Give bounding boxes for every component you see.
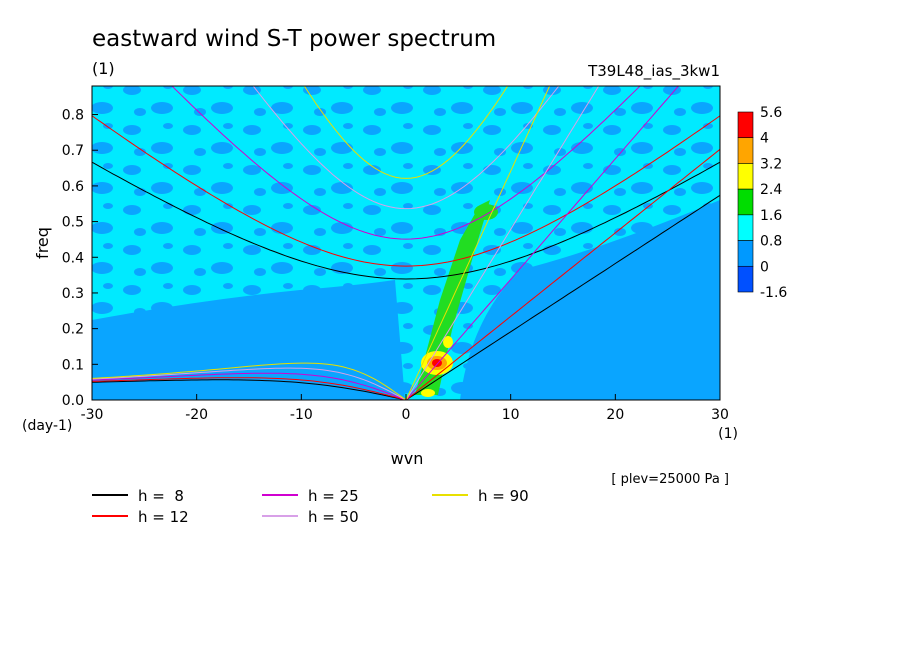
chart-title: eastward wind S-T power spectrum: [92, 26, 496, 52]
kelvin-wave-curve: [405, 194, 720, 400]
x-axis: -30 -20 -10 0 10 20 30: [81, 394, 729, 423]
kelvin-wave-curve: [405, 86, 600, 400]
colorbar-label: 1.6: [760, 208, 782, 224]
legend-label: h = 8: [138, 487, 184, 505]
y-tick-label: 0.8: [62, 108, 84, 124]
x-tick-label: 10: [502, 407, 520, 423]
y-axis-label: freq: [33, 227, 52, 259]
x-tick-label: -30: [81, 407, 104, 423]
y-tick-label: 0.3: [62, 286, 84, 302]
kelvin-wave-curve: [405, 86, 680, 400]
colorbar-swatch: [737, 265, 754, 293]
rossby-wave-curve: [92, 362, 407, 400]
inertia-gravity-curve: [171, 86, 641, 240]
legend: h = 8 h = 12 h = 25 h = 50 h = 90: [92, 487, 529, 526]
kelvin-wave-curve: [405, 86, 551, 400]
rossby-wave-curve: [92, 367, 407, 400]
legend-label: h = 90: [478, 487, 529, 505]
x-axis-label: wvn: [391, 449, 424, 468]
y-unit-label: (day-1): [22, 418, 72, 434]
colorbar-label: 0: [760, 259, 769, 275]
secondary-peak: [443, 336, 453, 348]
colorbar: 5.6 4 3.2 2.4 1.6 0.8 0 -1.6: [737, 105, 787, 301]
inertia-gravity-curve: [252, 86, 560, 210]
colorbar-label: 4: [760, 131, 769, 147]
rossby-wave-curve: [92, 372, 407, 400]
ridge-patch-upper: [474, 204, 498, 220]
chart-subtitle: (1): [92, 59, 115, 78]
level-note: [ plev=25000 Pa ]: [611, 472, 729, 487]
colorbar-swatch: [737, 137, 754, 164]
kelvin-wave-curve: [405, 148, 720, 400]
x-unit-label: (1): [718, 426, 738, 442]
rossby-wave-curve: [92, 377, 407, 400]
y-tick-label: 0.2: [62, 322, 84, 338]
dispersion-curves: [92, 86, 720, 400]
colorbar-swatch: [737, 188, 754, 216]
y-tick-label: 0.4: [62, 250, 84, 266]
legend-label: h = 12: [138, 508, 189, 526]
colorbar-label: -1.6: [760, 285, 787, 301]
y-tick-label: 0.6: [62, 179, 84, 195]
colorbar-swatch: [737, 163, 754, 190]
colorbar-swatch: [737, 214, 754, 241]
colorbar-swatch: [737, 240, 754, 267]
spectrum-field: [92, 86, 720, 400]
y-axis: 0.0 0.1 0.2 0.3 0.4 0.5 0.6 0.7 0.8: [62, 108, 98, 409]
x-tick-label: 20: [606, 407, 624, 423]
legend-label: h = 50: [308, 508, 359, 526]
legend-label: h = 25: [308, 487, 359, 505]
colorbar-label: 0.8: [760, 234, 782, 250]
x-tick-label: 30: [711, 407, 729, 423]
colorbar-label: 2.4: [760, 182, 782, 198]
colorbar-swatch: [737, 111, 754, 139]
colorbar-label: 5.6: [760, 105, 782, 121]
run-label: T39L48_ias_3kw1: [587, 62, 720, 81]
ridge-patch-lower: [421, 389, 435, 397]
inertia-gravity-curve: [303, 86, 509, 179]
x-tick-label: -10: [290, 407, 313, 423]
inertia-gravity-curve: [92, 161, 720, 280]
y-tick-label: 0.7: [62, 143, 84, 159]
y-tick-label: 0.1: [62, 357, 84, 373]
colorbar-label: 3.2: [760, 156, 782, 172]
low-power-region-east: [460, 200, 720, 400]
y-tick-label: 0.5: [62, 215, 84, 231]
inertia-gravity-curve: [92, 115, 720, 267]
x-tick-label: 0: [402, 407, 411, 423]
x-tick-label: -20: [185, 407, 208, 423]
rossby-wave-curve: [92, 379, 407, 400]
y-tick-label: 0.0: [62, 393, 84, 409]
